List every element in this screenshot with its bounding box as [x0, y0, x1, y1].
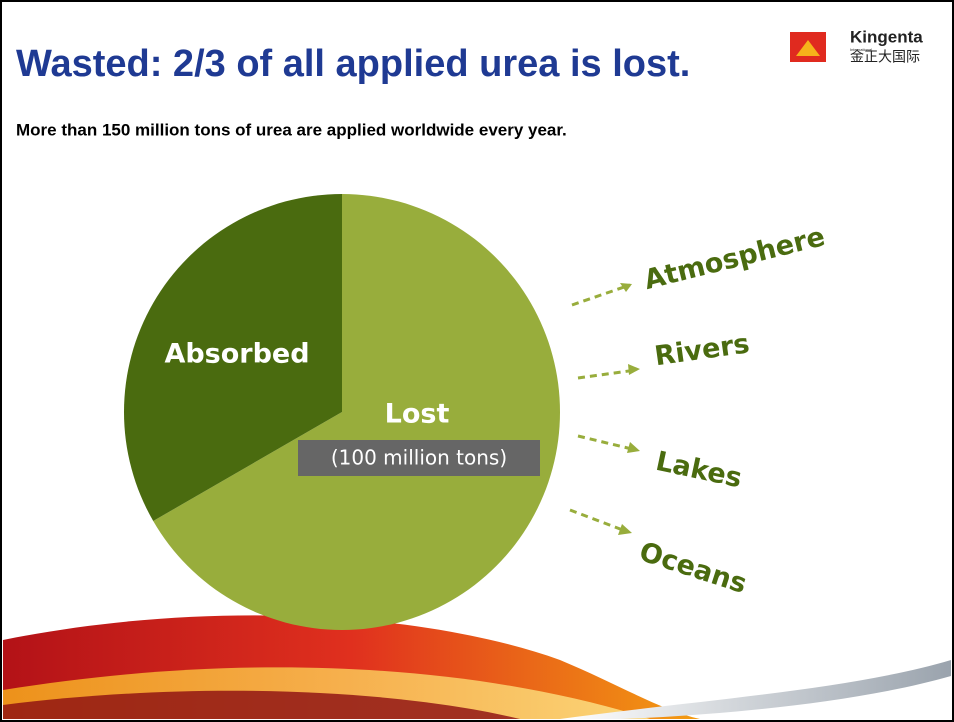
title: Wasted: 2/3 of all applied urea is lost.	[16, 43, 690, 85]
logo: Kingenta International 金正大国际	[790, 27, 923, 65]
logo-subname: International	[850, 47, 872, 52]
pie-slice	[124, 194, 342, 521]
logo-icon-inner	[796, 40, 820, 56]
footer-swoosh	[3, 615, 951, 719]
pie: Absorbed Lost (100 million tons)	[124, 194, 560, 630]
logo-chinese: 金正大国际	[850, 49, 920, 65]
value-label: (100 million tons)	[331, 446, 507, 470]
subtitle: More than 150 million tons of urea are a…	[16, 120, 567, 139]
slice-label: Lost	[385, 399, 450, 430]
pie-slice	[153, 194, 560, 630]
logo-name: Kingenta	[850, 27, 923, 46]
value-label-box	[298, 440, 540, 476]
slice-label: Absorbed	[164, 339, 309, 370]
